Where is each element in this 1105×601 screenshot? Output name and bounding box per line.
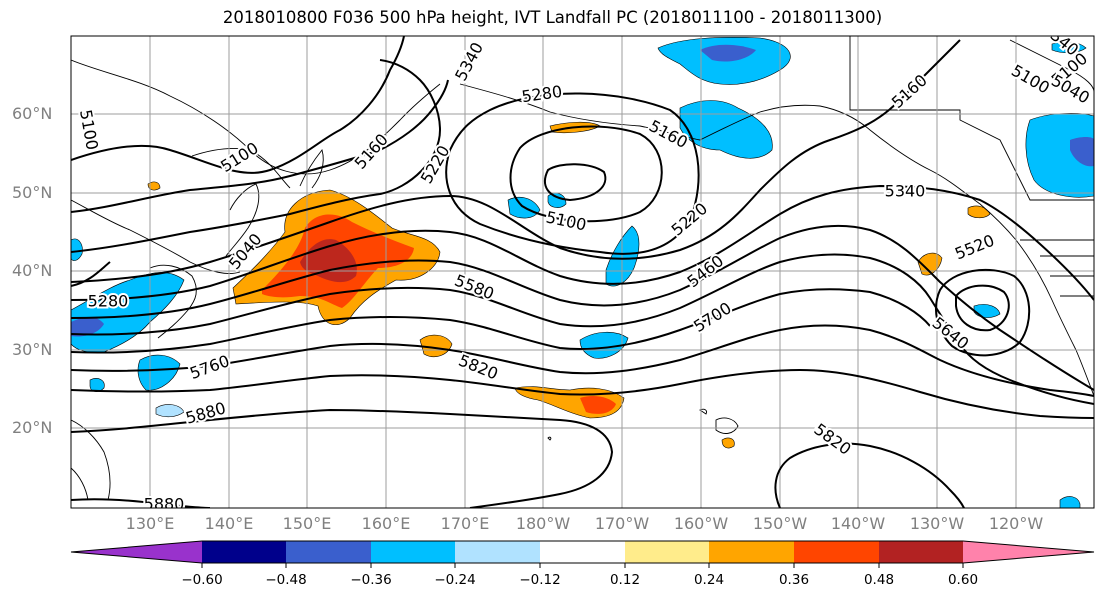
colorbar-tick-label: −0.48 [265, 572, 307, 588]
lat-label: 50°N [12, 183, 53, 202]
lon-label: 150°W [752, 514, 808, 533]
lat-label: 40°N [12, 261, 53, 280]
colorbar-tick-label: 0.36 [778, 572, 810, 588]
negative-anomaly-region [1059, 496, 1081, 508]
lon-label: 170°E [440, 514, 490, 533]
contour-label: 5340 [885, 182, 926, 201]
graticule [71, 36, 1094, 508]
positive-anomaly-region [967, 205, 991, 219]
positive-anomaly-region [917, 252, 943, 276]
negative-anomaly-region [71, 317, 104, 337]
negative-anomaly-region [700, 44, 756, 62]
colorbar-tick-label: 0.24 [693, 572, 725, 588]
map-title: 2018010800 F036 500 hPa height, IVT Land… [222, 8, 883, 27]
colorbar-tick-label: −0.12 [519, 572, 561, 588]
colorbar-tick-label: 0.60 [947, 572, 979, 588]
negative-anomaly-region [89, 378, 105, 392]
colorbar-tick-label: −0.24 [434, 572, 476, 588]
colorbar-tick-label: −0.60 [181, 572, 223, 588]
lon-label: 160°E [361, 514, 411, 533]
lon-label: 140°E [204, 514, 254, 533]
lon-label: 130°W [909, 514, 965, 533]
height-contours [71, 36, 1094, 508]
negative-anomaly-region [71, 238, 83, 261]
negative-anomaly-region [1051, 41, 1087, 54]
ivt-shading [71, 37, 1094, 508]
lon-label: 130°E [125, 514, 175, 533]
negative-anomaly-region [973, 304, 1001, 318]
lon-label: 180°W [515, 514, 571, 533]
lat-label: 20°N [12, 418, 53, 437]
lon-label: 140°W [830, 514, 886, 533]
lon-label: 150°E [282, 514, 332, 533]
colorbar-tick-label: 0.12 [609, 572, 641, 588]
colorbar-tick-label: 0.48 [863, 572, 895, 588]
positive-anomaly-region [580, 396, 616, 414]
lon-label: 170°W [594, 514, 650, 533]
negative-anomaly-region [1070, 137, 1094, 167]
negative-anomaly-region [137, 354, 181, 391]
lat-label: 60°N [12, 104, 53, 123]
lon-label: 160°W [673, 514, 729, 533]
negative-anomaly-region [679, 100, 773, 159]
contour-label: 5880 [144, 495, 185, 514]
positive-anomaly-region [147, 181, 161, 191]
lon-label: 120°W [988, 514, 1044, 533]
contour-label: 5280 [88, 292, 129, 311]
map-frame [70, 35, 1095, 509]
lat-label: 30°N [12, 340, 53, 359]
positive-anomaly-region [419, 334, 453, 357]
negative-anomaly-region [155, 404, 185, 418]
positive-anomaly-region [721, 437, 735, 449]
colorbar-tick-label: −0.36 [350, 572, 392, 588]
